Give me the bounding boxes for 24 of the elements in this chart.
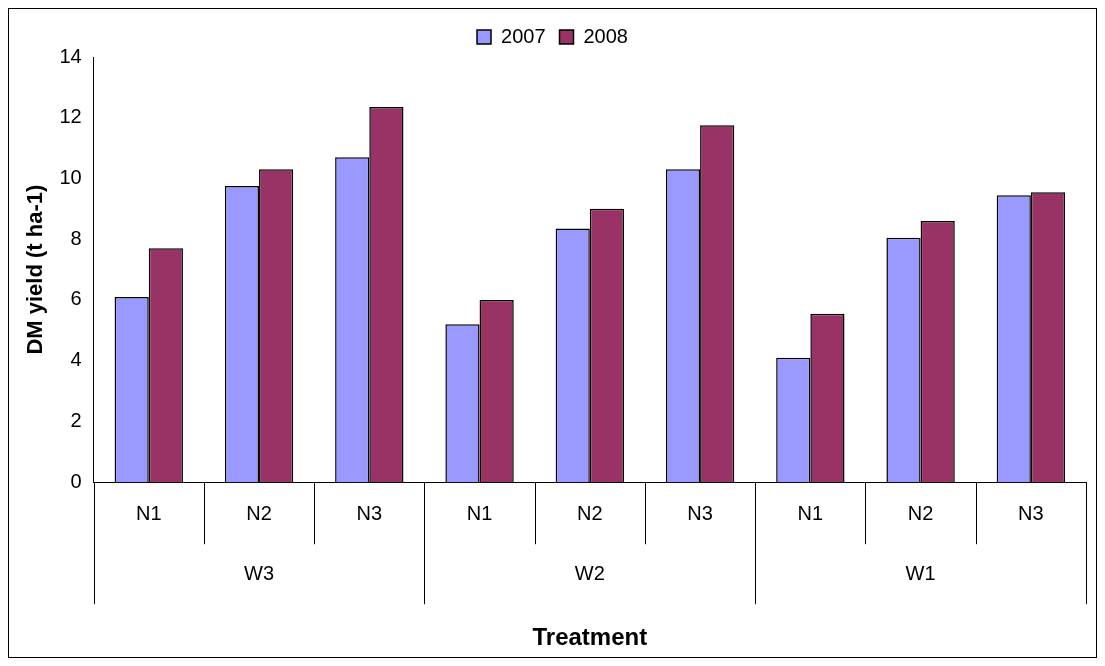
text: W1 (905, 561, 936, 584)
x-tick-label: N1 (135, 501, 162, 524)
text: W3 (244, 561, 275, 584)
y-tick-label: 14 (59, 44, 82, 67)
y-tick-label: 2 (70, 408, 82, 431)
x-tick-label: N2 (246, 501, 272, 524)
y-tick-label: 8 (70, 226, 82, 249)
x-tick-label: N3 (1018, 501, 1044, 524)
x-tick-label: N3 (356, 501, 383, 524)
y-tick-label: 12 (59, 105, 82, 128)
x-tick-label: N3 (687, 501, 713, 524)
y-tick-label: 4 (70, 348, 82, 371)
x-tick-label: N1 (797, 501, 824, 524)
y-tick-label: 10 (59, 166, 82, 188)
x-axis-title: Treatment (532, 623, 648, 651)
x-tick-label: N2 (907, 501, 934, 524)
y-tick-label: 6 (70, 287, 82, 310)
y-tick-label: 0 (70, 469, 82, 492)
y-axis-title: DM yield (t ha-1) (22, 184, 48, 355)
x-tick-label: N1 (466, 501, 493, 524)
x-tick-label: N2 (577, 501, 603, 524)
legend-label: 2007 (501, 24, 546, 47)
legend-label: 2008 (583, 24, 628, 47)
text: W2 (574, 561, 605, 584)
